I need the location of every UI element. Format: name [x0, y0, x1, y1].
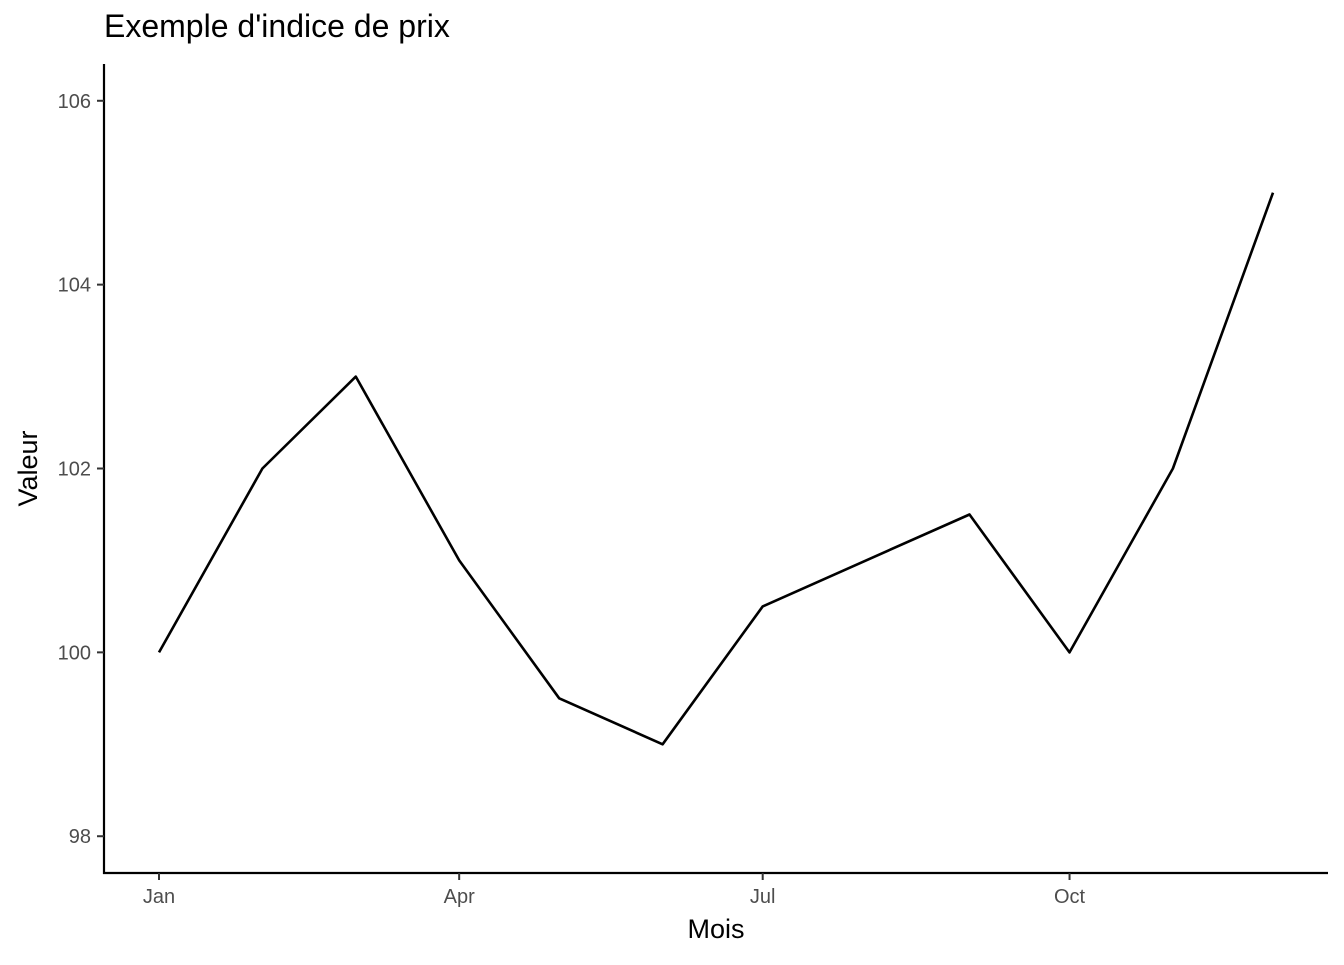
y-tick-label: 106 — [58, 91, 91, 113]
x-tick-label: Jan — [143, 886, 175, 908]
chart-title: Exemple d'indice de prix — [104, 8, 450, 44]
x-tick-label: Oct — [1054, 886, 1086, 908]
y-axis-label: Valeur — [13, 430, 43, 506]
y-tick-label: 100 — [58, 642, 91, 664]
y-tick-label: 102 — [58, 459, 91, 481]
x-tick-label: Jul — [750, 886, 776, 908]
y-axis: 98 100 102 104 106 — [58, 64, 106, 874]
x-axis-label: Mois — [687, 914, 744, 944]
series-layer — [157, 192, 1275, 746]
y-tick-label: 98 — [69, 826, 91, 848]
series-line-0 — [157, 192, 1275, 746]
x-tick-label: Apr — [444, 886, 475, 908]
x-axis: Jan Apr Jul Oct — [103, 871, 1328, 908]
y-tick-label: 104 — [58, 275, 91, 297]
